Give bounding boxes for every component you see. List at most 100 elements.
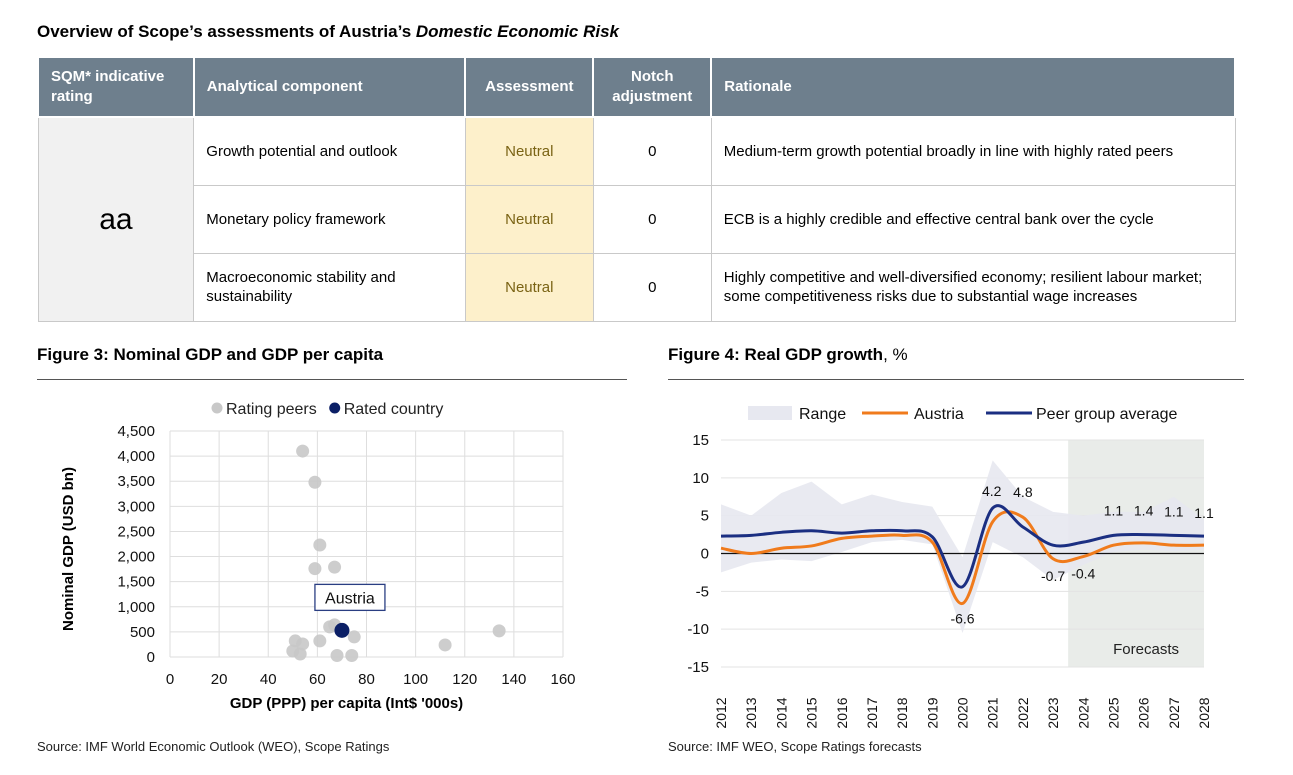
data-label: -6.6 [950,610,974,626]
legend-marker-1 [329,402,341,414]
peer-point [308,475,322,489]
y-tick-label: 1,000 [117,599,155,616]
legend-marker-0 [211,402,223,414]
y-tick-label: 10 [692,470,709,487]
legend-label-0: Rating peers [226,401,317,418]
peer-point [492,624,506,638]
data-label: -0.7 [1041,568,1065,584]
figure3-title: Figure 3: Nominal GDP and GDP per capita [37,345,384,364]
x-tick-label: 2017 [864,697,880,728]
assessment-table: SQM* indicative rating Analytical compon… [37,56,1236,322]
x-tick-label: 2024 [1075,697,1091,728]
component-cell: Monetary policy framework [193,184,466,254]
x-tick-label: 40 [260,671,277,688]
austria-line [720,510,1205,605]
x-tick-label: 2020 [955,697,971,728]
rationale-cell: ECB is a highly credible and effective c… [710,184,1236,254]
header-notch: Notch adjustment [592,56,713,118]
y-tick-label: 15 [692,432,709,449]
x-tick-label: 2019 [924,697,940,728]
x-tick-label: 0 [166,671,174,688]
data-label: 1.1 [1194,505,1214,521]
rationale-cell: Medium-term growth potential broadly in … [710,116,1236,186]
y-tick-label: 5 [701,508,709,525]
figure4-source: Source: IMF WEO, Scope Ratings forecasts [668,739,922,754]
legend-label-austria: Austria [914,406,964,423]
x-axis-title: GDP (PPP) per capita (Int$ '000s) [230,695,463,712]
y-tick-label: -5 [696,583,709,600]
x-tick-label: 2015 [804,697,820,728]
rated-country-point [334,622,350,638]
figure4-title: Figure 4: Real GDP growth, % [668,345,908,365]
peer-average-line [720,504,1205,589]
notch-cell: 0 [592,184,712,254]
figure4-rule [668,379,1244,380]
y-axis-title: Nominal GDP (USD bn) [60,467,77,631]
component-cell: Macroeconomic stability and sustainabili… [193,252,466,322]
forecast-label: Forecasts [1113,641,1179,658]
figure3-source: Source: IMF World Economic Outlook (WEO)… [37,739,390,754]
y-tick-label: 2,000 [117,549,155,566]
x-tick-label: 2025 [1105,697,1121,728]
page-title-italic: Domestic Economic Risk [415,22,620,41]
figure4-title-unit: , % [883,345,908,364]
peer-point [296,637,310,651]
data-label: 4.2 [982,483,1002,499]
peer-point [308,562,322,576]
x-tick-label: 2023 [1045,697,1061,728]
x-tick-label: 140 [501,671,526,688]
y-tick-label: 2,500 [117,523,155,540]
peer-point [323,620,337,634]
header-component: Analytical component [192,56,467,118]
peer-point [328,560,342,574]
legend-label-range: Range [799,406,846,423]
assessment-cell: Neutral [464,252,594,322]
x-tick-label: 120 [452,671,477,688]
figure4-line-chart: -15 -10 -5 0 5 10 15 2012 2013 2014 2015 2016 2017 20… [687,406,1214,729]
x-tick-label: 160 [550,671,575,688]
table-row: aa Growth potential and outlook Neutral … [37,116,1236,322]
header-assessment: Assessment [464,56,595,118]
x-tick-label: 2016 [834,697,850,728]
data-label: -0.4 [1071,566,1095,582]
y-tick-label: 0 [701,546,709,563]
y-tick-label: -10 [687,621,709,638]
x-tick-label: 2018 [894,697,910,728]
y-tick-label: 0 [147,649,155,666]
peer-point [313,634,327,648]
assessment-cell: Neutral [464,116,594,186]
data-label: 4.8 [1013,484,1033,500]
peer-point [330,648,344,662]
y-tick-label: -15 [687,659,709,676]
legend-range-swatch [748,406,792,420]
legend-label-peer: Peer group average [1036,406,1178,423]
y-tick-label: 3,000 [117,498,155,515]
page-title-text: Overview of Scope’s assessments of Austr… [37,22,416,41]
table-header-row: SQM* indicative rating Analytical compon… [37,56,1236,118]
peer-point [296,444,310,458]
x-tick-label: 2013 [743,697,759,728]
page-title: Overview of Scope’s assessments of Austr… [37,22,619,42]
x-tick-label: 2026 [1136,697,1152,728]
header-rating: SQM* indicative rating [37,56,195,118]
legend-label-1: Rated country [344,401,444,418]
x-tick-label: 2021 [985,697,1001,728]
rating-cell: aa [37,116,195,322]
y-tick-label: 500 [130,624,155,641]
assessment-cell: Neutral [464,184,594,254]
component-cell: Growth potential and outlook [193,116,466,186]
y-tick-label: 4,500 [117,423,155,440]
y-tick-label: 1,500 [117,574,155,591]
notch-cell: 0 [592,252,712,322]
data-label: 1.1 [1164,503,1184,519]
figure3-scatter-chart: 0 20 40 60 80 100 120 140 160 0 500 1,000 1,500 2,000… [60,401,576,712]
peer-point [347,630,361,644]
x-tick-label: 2022 [1015,697,1031,728]
peer-point [293,647,307,661]
x-tick-label: 100 [403,671,428,688]
x-tick-label: 2027 [1166,697,1182,728]
data-label: 1.1 [1104,502,1124,518]
x-tick-label: 2012 [713,697,729,728]
austria-annotation: Austria [325,590,375,607]
x-tick-label: 20 [211,671,228,688]
